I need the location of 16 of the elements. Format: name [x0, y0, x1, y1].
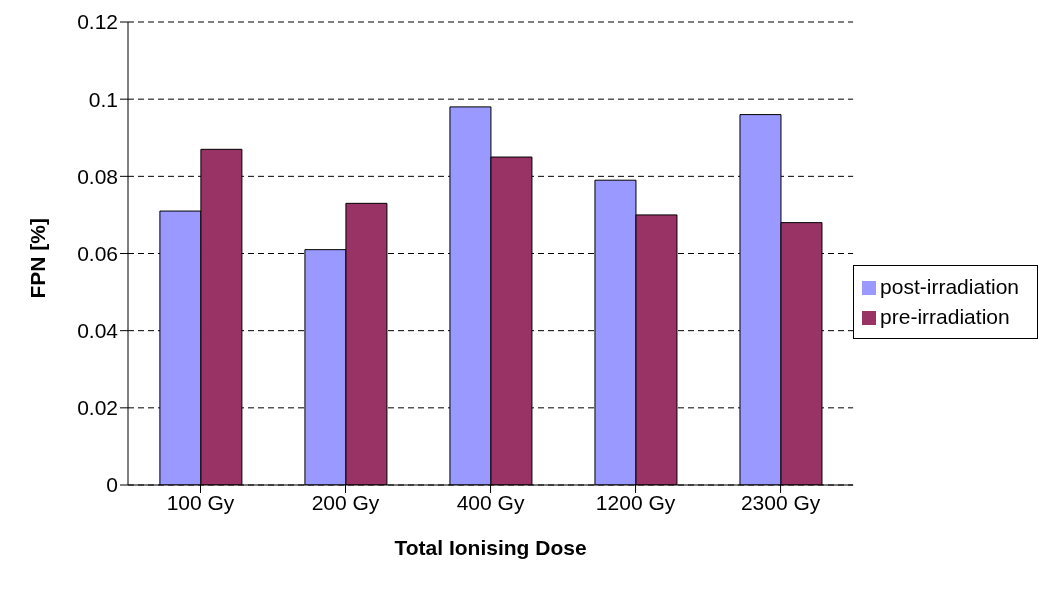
y-tick-label: 0.08	[77, 164, 118, 188]
y-tick-label: 0.02	[77, 396, 118, 420]
x-tick-label: 400 Gy	[456, 490, 525, 514]
x-tick-label: 200 Gy	[311, 490, 380, 514]
y-tick-label: 0.1	[88, 87, 118, 111]
y-axis-title: FPN [%]	[26, 218, 50, 299]
legend-label: pre-irradiation	[880, 304, 1010, 328]
y-tick-label: 0.06	[77, 241, 118, 265]
y-tick-label: 0	[106, 473, 118, 497]
legend-label: post-irradiation	[880, 274, 1019, 298]
x-tick-label: 100 Gy	[166, 490, 235, 514]
y-tick-label: 0.04	[77, 319, 119, 343]
x-axis-title: Total Ionising Dose	[394, 536, 587, 559]
y-tick-label: 0.12	[77, 10, 118, 34]
x-tick-label: 2300 Gy	[740, 490, 821, 514]
x-tick-label: 1200 Gy	[595, 490, 676, 514]
